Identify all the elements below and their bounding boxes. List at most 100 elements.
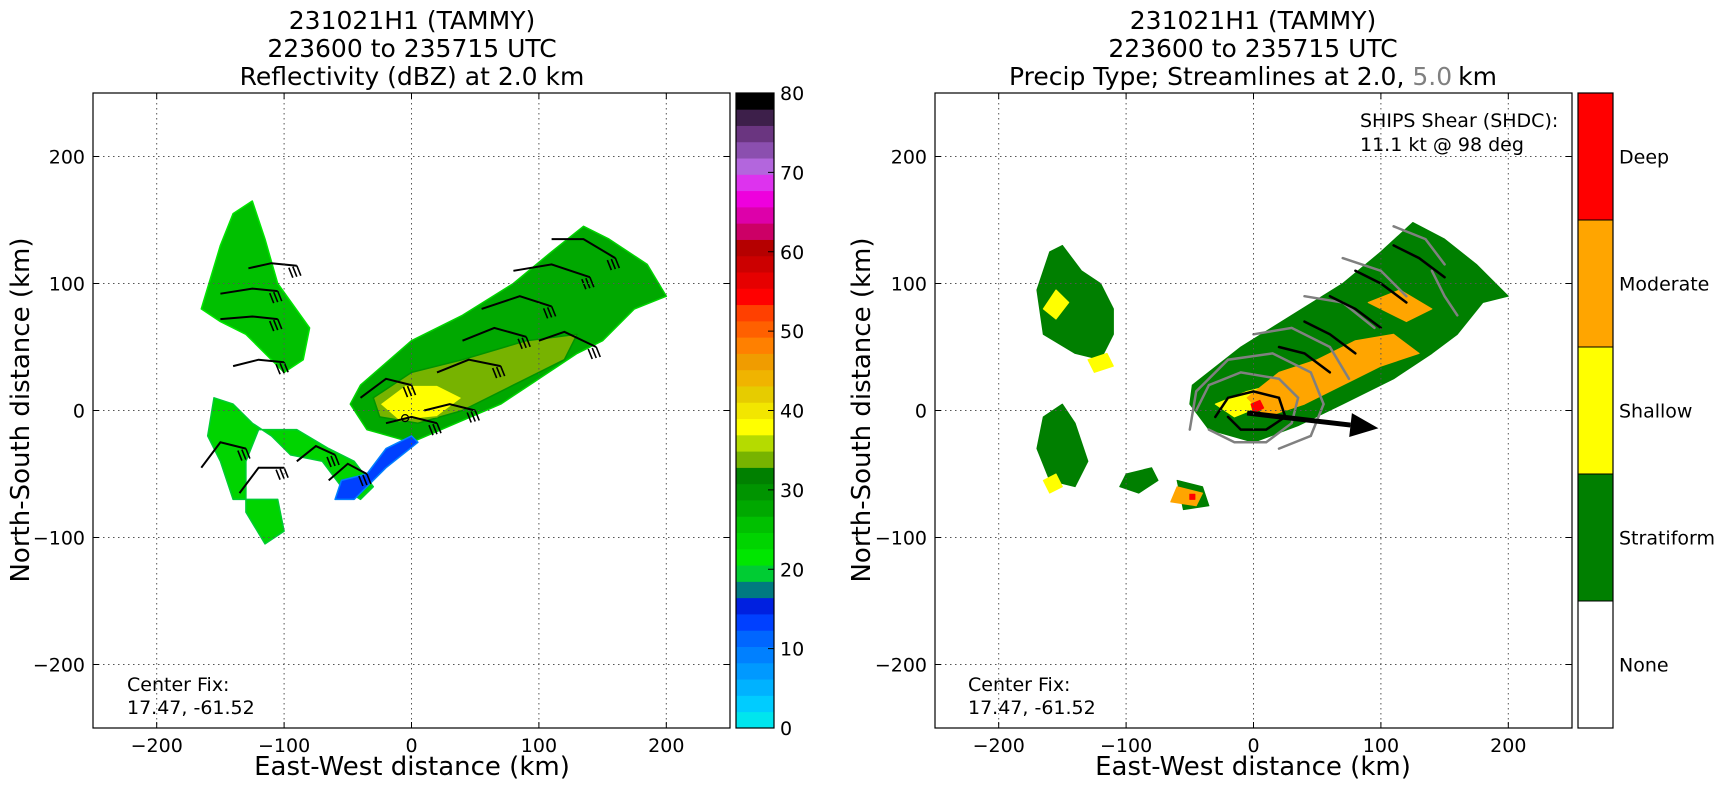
- wind-barb-flag: [606, 259, 613, 271]
- x-tick-label: −200: [131, 735, 183, 757]
- streamline-5km: [1188, 352, 1325, 450]
- precip-region-shallow: [1042, 289, 1070, 320]
- wind-barb-flag: [410, 384, 417, 396]
- wind-barb-flag: [245, 448, 251, 459]
- wind-barb-flag: [495, 366, 502, 378]
- colorbar-cell: [736, 255, 774, 273]
- colorbar-cell: [736, 532, 774, 550]
- precip-region-stratiform: [1036, 244, 1114, 361]
- y-tick-label: 100: [891, 274, 927, 296]
- panel-reflectivity: 231021H1 (TAMMY) 223600 to 235715 UTC Re…: [6, 6, 804, 782]
- streamline-2km: [1303, 320, 1357, 355]
- colorbar-tick-label: 20: [780, 559, 804, 581]
- colorbar-cell: [736, 320, 774, 338]
- center-fix-marker: [401, 414, 410, 423]
- wind-barb-flag: [436, 422, 442, 434]
- colorbar-cell: [736, 483, 774, 501]
- colorbar-cell: [736, 206, 774, 224]
- wind-barb-flag: [402, 386, 409, 398]
- y-tick-label: −200: [875, 655, 927, 677]
- panel2-title-line1: 231021H1 (TAMMY): [1130, 6, 1376, 35]
- wind-barb-flag: [275, 469, 281, 480]
- colorbar-cell: [736, 353, 774, 371]
- precip-region-shallow: [1042, 473, 1063, 494]
- wind-barb-flag: [362, 474, 368, 486]
- precip-region-stratiform: [1036, 403, 1089, 488]
- x-tick-label: 0: [405, 735, 417, 757]
- wind-streamline: [481, 295, 552, 310]
- panel2-center-fix-label: Center Fix:: [968, 674, 1070, 696]
- wind-barb-flag: [542, 308, 549, 319]
- colorbar-cell: [736, 434, 774, 452]
- panel1-ylabel: North-South distance (km): [6, 237, 36, 582]
- precip-region-stratiform: [1119, 467, 1159, 494]
- colorbar-tick-label: 10: [780, 639, 804, 661]
- colorbar-tick-label: 80: [780, 83, 804, 105]
- colorbar-tick-label: 40: [780, 401, 804, 423]
- colorbar-cell-deep: [1577, 92, 1614, 221]
- panel2-title-line3: Precip Type; Streamlines at 2.0, 5.0 km: [1009, 62, 1497, 91]
- wind-barb-flag: [521, 337, 527, 349]
- y-tick-label: 0: [915, 401, 927, 423]
- panel1-title-line3: Reflectivity (dBZ) at 2.0 km: [240, 62, 585, 91]
- colorbar-frame: [1577, 92, 1614, 729]
- colorbar-cell: [736, 141, 774, 159]
- precip-region-shallow: [1087, 352, 1114, 373]
- colorbar-cell: [736, 695, 774, 713]
- wind-barb-flag: [546, 307, 553, 318]
- panel1-title-line2: 223600 to 235715 UTC: [267, 34, 556, 63]
- panel1-grid: [93, 93, 730, 728]
- wind-barb-flag: [587, 348, 593, 360]
- colorbar-cell: [736, 646, 774, 664]
- wind-barb-flag: [326, 456, 332, 468]
- wind-barb-flag: [428, 424, 434, 436]
- colorbar-cell: [736, 174, 774, 192]
- wind-barb-flag: [272, 319, 279, 331]
- colorbar-cell: [736, 272, 774, 289]
- colorbar-cell: [736, 467, 774, 485]
- wind-barb-flag: [406, 385, 413, 397]
- panel1-title-line1: 231021H1 (TAMMY): [289, 6, 535, 35]
- panel2-colorbar: None Stratiform Shallow Moderate Deep: [1577, 92, 1715, 729]
- y-tick-label: 200: [49, 147, 85, 169]
- colorbar-cell: [736, 500, 774, 517]
- wind-barb-flag: [241, 449, 247, 460]
- colorbar-cell: [736, 190, 774, 208]
- colorbar-label-shallow: Shallow: [1619, 401, 1692, 423]
- colorbar-cell: [736, 369, 774, 387]
- wind-barb-flag: [276, 318, 283, 330]
- wind-barb-flag: [237, 450, 243, 461]
- wind-barb-flag: [491, 367, 498, 379]
- precip-region-moderate: [1367, 289, 1433, 323]
- shear-arrow-shaft: [1246, 410, 1351, 428]
- wind-barb-flag: [499, 365, 506, 377]
- panel1-center-fix-label: Center Fix:: [127, 674, 229, 696]
- colorbar-cell: [736, 662, 774, 680]
- colorbar-cell: [736, 565, 774, 582]
- wind-barb-flag: [517, 338, 523, 350]
- wind-barb-flag: [589, 276, 595, 288]
- colorbar-cell: [736, 337, 774, 354]
- wind-barb-flag: [279, 468, 285, 479]
- wind-streamline: [248, 262, 297, 270]
- wind-streamline: [538, 330, 597, 348]
- panel1-center-fix-value: 17.47, -61.52: [127, 697, 255, 719]
- colorbar-tick-label: 70: [780, 162, 804, 184]
- precip-region-moderate: [1170, 486, 1203, 507]
- panel2-xlabel: East-West distance (km): [1095, 752, 1411, 782]
- wind-streamline: [359, 377, 412, 399]
- echo-region: [334, 435, 419, 501]
- colorbar-cell: [736, 223, 774, 240]
- colorbar-cell: [736, 288, 774, 306]
- colorbar-cell: [736, 451, 774, 468]
- wind-barb-flag: [366, 473, 372, 485]
- wind-barb-flag: [268, 320, 275, 332]
- panel2-center-fix-value: 17.47, -61.52: [968, 697, 1096, 719]
- colorbar-label-deep: Deep: [1619, 147, 1669, 169]
- x-tick-label: −200: [973, 735, 1025, 757]
- panel2-title-part-b: 5.0: [1412, 62, 1452, 91]
- colorbar-tick-label: 0: [780, 718, 792, 740]
- streamline-5km: [1194, 371, 1300, 444]
- wind-barb-flag: [432, 423, 438, 435]
